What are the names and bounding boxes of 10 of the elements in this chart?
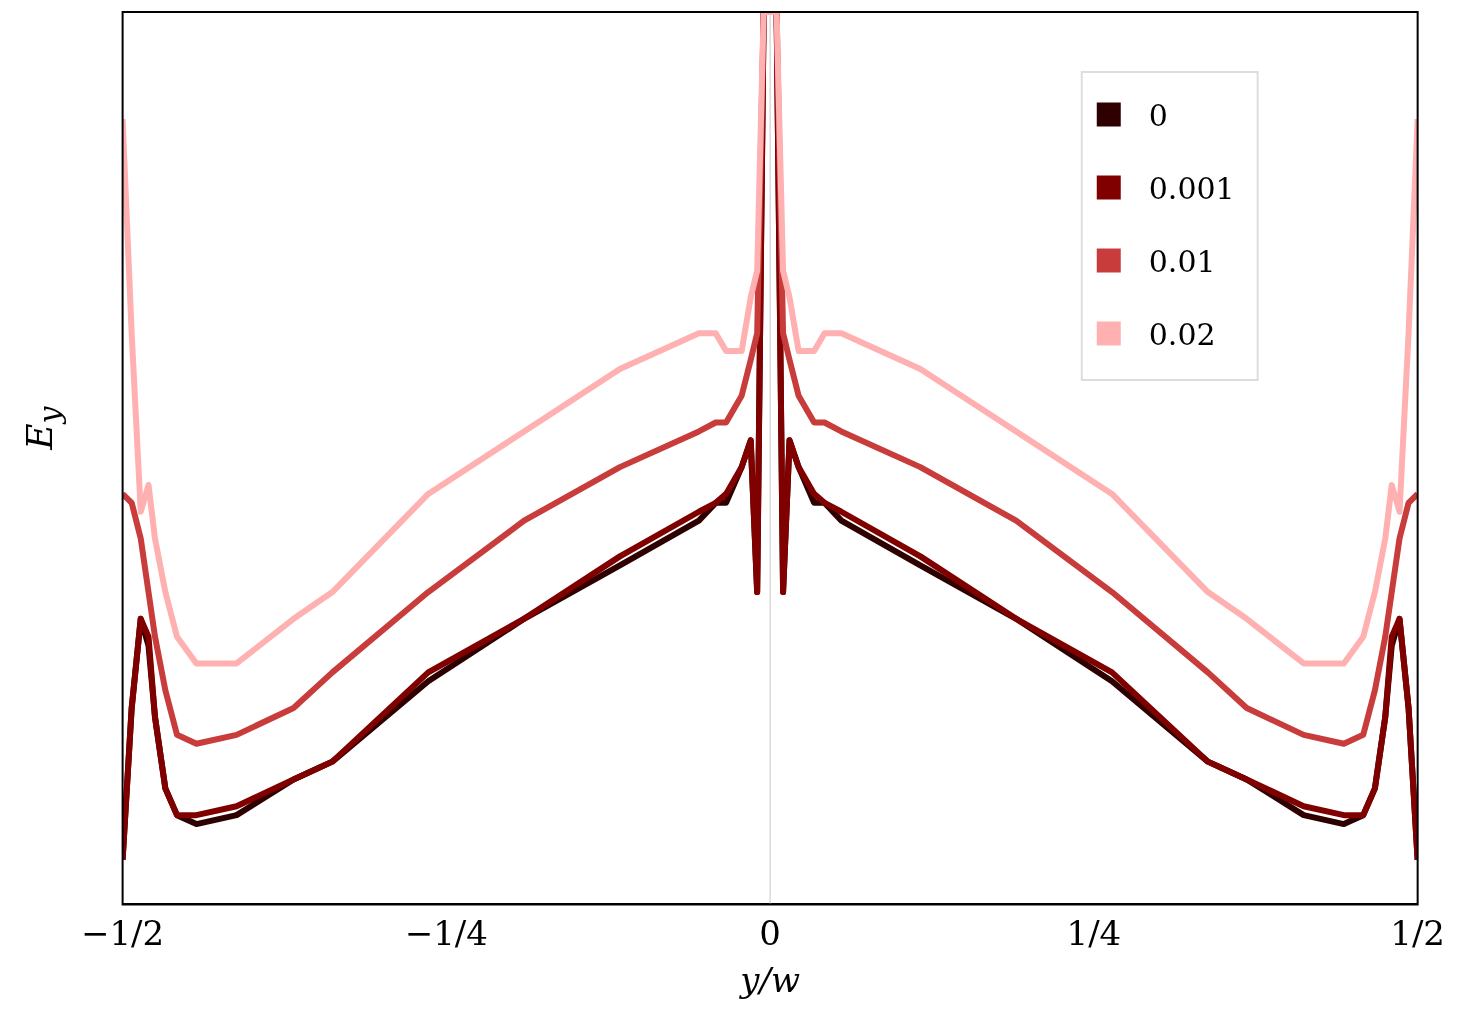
- x-tick-label: 0: [759, 912, 781, 953]
- x-tick-label: −1/4: [404, 912, 488, 953]
- legend-label: 0.02: [1148, 317, 1216, 353]
- x-axis-title: y/w: [738, 960, 800, 1001]
- legend-label: 0: [1148, 98, 1168, 134]
- x-tick-label: −1/2: [80, 912, 165, 953]
- legend-label: 0.001: [1148, 171, 1235, 207]
- x-tick-label: 1/4: [1066, 912, 1122, 953]
- legend-label: 0.01: [1148, 244, 1216, 280]
- x-tick-label: 1/2: [1390, 912, 1445, 953]
